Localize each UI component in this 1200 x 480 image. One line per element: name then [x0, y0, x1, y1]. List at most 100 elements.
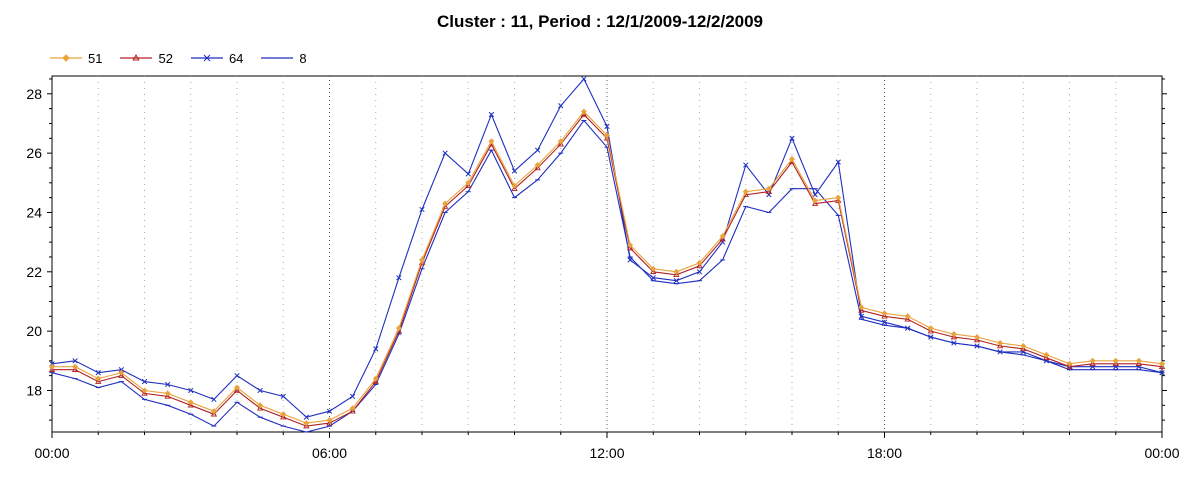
data-point-52	[603, 134, 611, 141]
data-point-51	[442, 200, 449, 207]
data-point-64	[419, 206, 425, 213]
data-point-52	[557, 140, 564, 147]
data-point-51	[927, 325, 934, 332]
data-point-52	[164, 392, 171, 399]
data-point-64	[928, 334, 934, 340]
data-point-52	[534, 164, 541, 171]
data-point-51	[395, 325, 402, 332]
data-point-52	[973, 336, 981, 343]
x-tick-label: 06:00	[312, 445, 347, 461]
x-tick-label: 18:00	[867, 445, 902, 461]
data-point-64	[650, 275, 656, 281]
data-point-64	[974, 343, 980, 349]
data-point-64	[858, 313, 865, 319]
legend-swatch	[50, 54, 82, 62]
data-point-51	[1112, 357, 1119, 364]
data-point-51	[303, 420, 310, 427]
data-point-64	[904, 325, 911, 331]
data-point-52	[48, 366, 56, 372]
data-point-52	[650, 268, 657, 275]
legend-label: 52	[158, 50, 173, 66]
data-point-51	[488, 138, 495, 145]
data-point-52	[835, 197, 842, 203]
data-point-52	[673, 271, 680, 278]
data-point-51	[210, 408, 217, 415]
data-point-51	[788, 156, 796, 163]
data-point-64	[349, 393, 356, 400]
data-point-51	[603, 132, 611, 139]
data-point-64	[72, 358, 78, 364]
data-point-51	[1066, 360, 1073, 367]
data-point-52	[927, 327, 934, 334]
data-point-64	[581, 76, 587, 82]
data-point-51	[557, 138, 564, 145]
data-point-52	[580, 111, 588, 117]
data-point-64	[881, 319, 888, 325]
y-tick-label: 18	[26, 382, 42, 398]
data-point-64	[951, 340, 957, 346]
data-point-52	[1158, 363, 1166, 369]
data-point-52	[349, 407, 356, 414]
legend-item-52: 52	[118, 50, 173, 66]
data-point-64	[511, 168, 518, 174]
data-point-51	[973, 334, 981, 341]
data-point-64	[604, 123, 610, 130]
data-point-51	[1158, 360, 1166, 367]
data-point-51	[881, 310, 888, 317]
data-point-51	[696, 259, 703, 266]
data-point-51	[580, 108, 587, 115]
data-point-51	[511, 182, 518, 189]
data-point-51	[233, 384, 241, 391]
data-point-52	[95, 378, 102, 384]
data-point-52	[187, 401, 194, 408]
legend-swatch	[120, 53, 153, 61]
data-point-64	[95, 370, 101, 376]
data-point-52	[210, 410, 218, 417]
y-tick-label: 28	[26, 86, 42, 102]
data-point-51	[650, 265, 657, 272]
legend-label: 51	[88, 50, 103, 66]
legend: 51 52 64 8	[48, 49, 323, 67]
data-point-51	[48, 363, 56, 370]
data-point-64	[534, 147, 541, 153]
y-tick-label: 22	[26, 264, 42, 280]
data-point-51	[141, 387, 148, 394]
y-tick-label: 20	[26, 323, 42, 339]
data-point-51	[418, 256, 426, 263]
legend-label: 8	[299, 50, 307, 66]
data-point-64	[442, 150, 448, 156]
data-point-64	[257, 387, 263, 394]
data-point-52	[1020, 345, 1027, 352]
x-tick-label: 00:00	[34, 445, 69, 461]
data-point-52	[326, 419, 333, 426]
data-point-52	[303, 422, 310, 429]
data-point-51	[95, 375, 102, 382]
data-point-64	[997, 349, 1003, 355]
data-point-52	[881, 312, 888, 319]
data-point-64	[743, 162, 749, 168]
chart-title: Cluster : 11, Period : 12/1/2009-12/2/20…	[436, 12, 764, 31]
data-point-52	[256, 404, 264, 411]
data-point-52	[1043, 354, 1050, 361]
data-point-64	[673, 278, 680, 284]
data-point-52	[1089, 360, 1096, 367]
legend-item-51: 51	[48, 51, 102, 66]
data-point-64	[280, 393, 286, 400]
data-point-64	[1159, 370, 1165, 376]
data-point-64	[303, 414, 310, 420]
data-point-51	[1135, 357, 1142, 364]
data-point-51	[742, 188, 749, 195]
data-point-64	[558, 103, 564, 109]
legend-item-8: 8	[259, 50, 307, 66]
data-point-64	[696, 269, 703, 275]
data-point-51	[372, 375, 379, 382]
data-point-51	[627, 242, 634, 249]
data-point-52	[511, 185, 518, 191]
legend-item-64: 64	[189, 51, 243, 66]
y-tick-label: 24	[26, 204, 42, 220]
data-point-51	[904, 313, 911, 320]
data-point-51	[349, 405, 356, 412]
data-point-52	[950, 333, 958, 340]
data-point-51	[465, 179, 472, 186]
